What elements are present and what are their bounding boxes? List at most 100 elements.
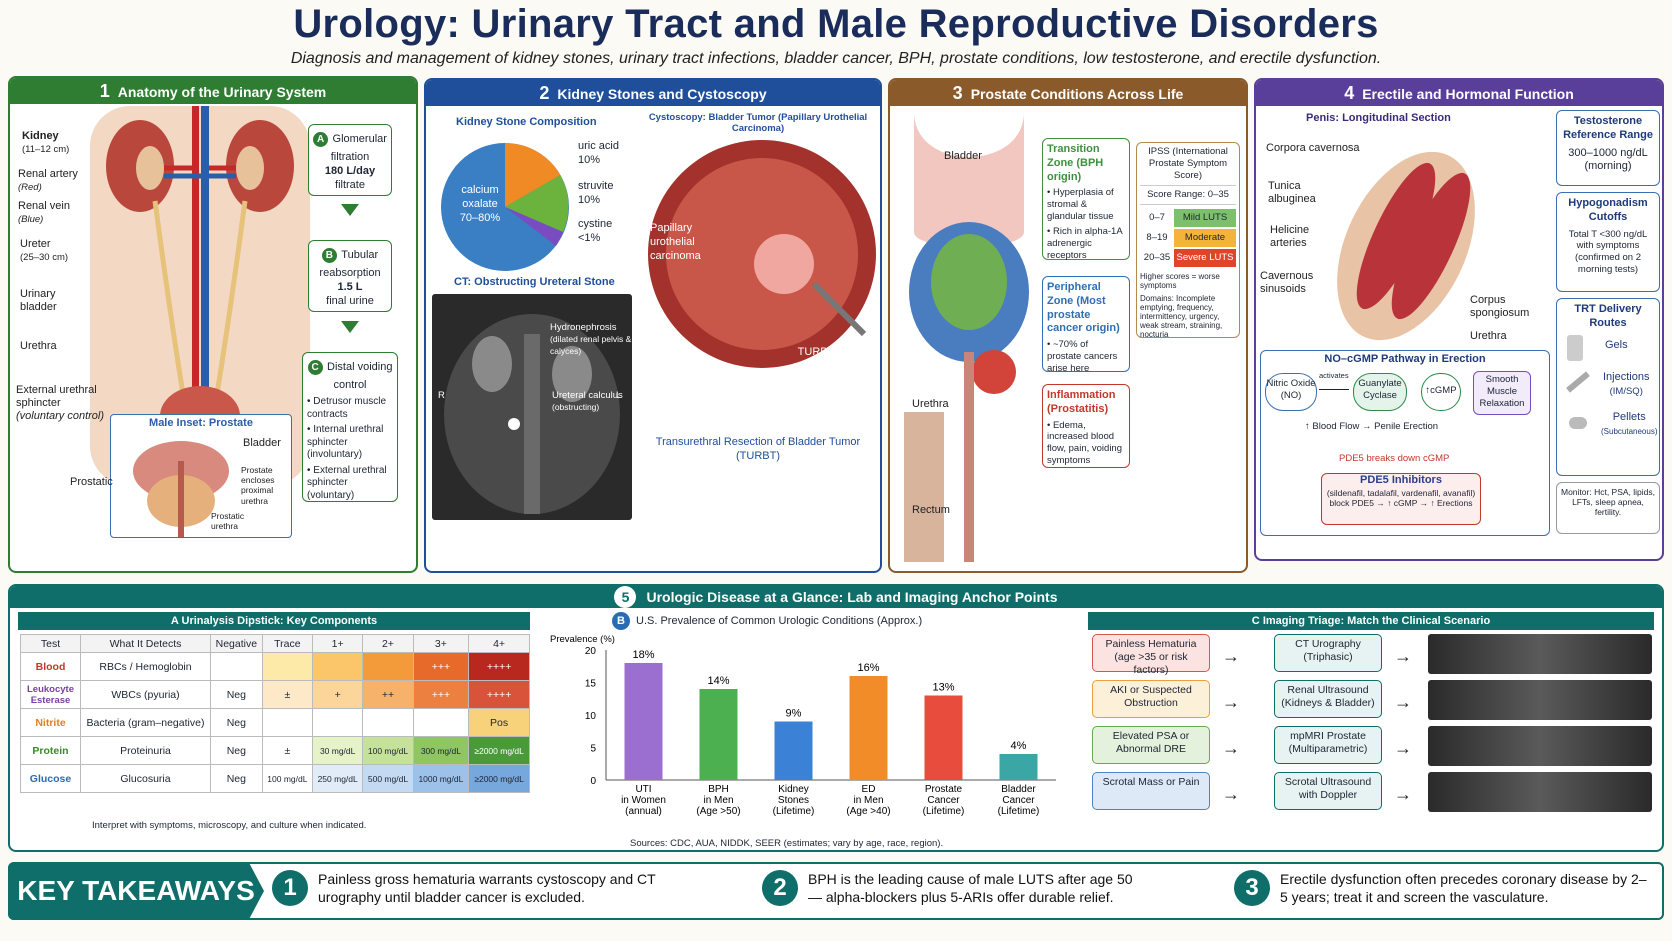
ct-image: Hydronephrosis (dilated renal pelvis & ca… xyxy=(432,294,632,520)
section-b-letter: B xyxy=(612,612,630,630)
panel-title: Erectile and Hormonal Function xyxy=(1362,86,1574,102)
label-bladder: Bladder xyxy=(944,150,982,162)
pie-label-cystine: cystine <1% xyxy=(578,218,613,244)
panel-title: Kidney Stones and Cystoscopy xyxy=(557,86,767,102)
label-blood-flow: ↑ Blood Flow → Penile Erection xyxy=(1305,421,1439,432)
label-sinusoids: Cavernous sinusoids xyxy=(1260,270,1314,296)
triage-scenario: Elevated PSA or Abnormal DRE xyxy=(1092,726,1210,764)
arrow-right-icon xyxy=(1319,389,1349,390)
step-a-letter: A xyxy=(313,132,329,147)
panel-title: Urologic Disease at a Glance: Lab and Im… xyxy=(646,589,1058,605)
label-kidney: Kidney (11–12 cm) xyxy=(22,130,70,156)
trt-monitor-note: Monitor: Hct, PSA, lipids, LFTs, sleep a… xyxy=(1556,482,1660,534)
prostate-illustration xyxy=(904,112,1029,562)
label-urethra: Urethra xyxy=(20,340,57,352)
label-spongiosum: Corpus spongiosum xyxy=(1470,294,1530,320)
pie-label-calcium-oxalate: calcium oxalate 70–80% xyxy=(459,184,501,224)
x-tick-label: ED in Men (Age >40) xyxy=(846,784,890,817)
table-row: Glucose Glucosuria Neg 100 mg/dL 250 mg/dL 50… xyxy=(20,764,530,793)
arrow-down-icon xyxy=(341,204,359,216)
cysto-label-loop: TURBT resection loop xyxy=(793,346,839,386)
pie-slice-uric-acid xyxy=(505,143,561,207)
label-external-sphincter: External urethral sphincter (voluntary co… xyxy=(16,384,105,423)
imaging-thumbnail xyxy=(1428,726,1652,766)
arrow-right-icon: → xyxy=(1222,646,1240,666)
step-a-filtration: A Glomerular filtration 180 L/day filtrate xyxy=(308,124,392,196)
panel-kidney-stones: 2 Kidney Stones and Cystoscopy Kidney Sto… xyxy=(424,78,882,573)
node-smooth-muscle: Smooth Muscle Relaxation xyxy=(1473,371,1531,415)
syringe-icon xyxy=(1566,371,1590,393)
takeaway-number: 2 xyxy=(762,870,798,906)
ct-label-calculus: Ureteral calculus (obstructing) xyxy=(552,390,623,412)
label-activates: activates xyxy=(1319,371,1349,380)
bar xyxy=(924,695,963,780)
urinary-anatomy-illustration xyxy=(90,106,310,486)
route-injections: Injections (IM/SQ) xyxy=(1603,371,1650,397)
pie-slice-cystine xyxy=(505,207,563,246)
page-subtitle: Diagnosis and management of kidney stone… xyxy=(290,50,1382,67)
data-label: 16% xyxy=(857,662,879,674)
penis-title: Penis: Longitudinal Section xyxy=(1306,112,1451,124)
panel-title: Anatomy of the Urinary System xyxy=(117,84,327,100)
chart-source: Sources: CDC, AUA, NIDDK, SEER (estimate… xyxy=(630,838,944,849)
triage-modality: mpMRI Prostate (Multiparametric) xyxy=(1274,726,1382,764)
panel-number: 5 xyxy=(614,586,637,608)
voiding-bullet: • External urethral sphincter (voluntary… xyxy=(307,464,387,501)
imaging-thumbnail xyxy=(1428,772,1652,812)
takeaway-number: 3 xyxy=(1234,870,1270,906)
table-row: Nitrite Bacteria (gram–negative) Neg Pos xyxy=(20,708,530,737)
panel-title: Prostate Conditions Across Life xyxy=(970,86,1184,102)
y-tick-label: 15 xyxy=(585,679,597,690)
data-label: 4% xyxy=(1011,740,1027,752)
ct-label-hydronephrosis: Hydronephrosis (dilated renal pelvis & ca… xyxy=(550,322,632,356)
imaging-thumbnail xyxy=(1428,634,1652,674)
prevalence-bar-chart: Prevalence (%) 0 5 10 15 20 18% UTI in Women (ann… xyxy=(550,634,1056,817)
arrow-right-icon: → xyxy=(1394,784,1412,804)
pie-title: Kidney Stone Composition xyxy=(456,116,597,128)
panel-anatomy: 1 Anatomy of the Urinary System Kidney (11… xyxy=(8,76,418,573)
pie-label-struvite: struvite 10% xyxy=(578,180,614,206)
label-urinary-bladder: Urinary bladder xyxy=(20,288,57,314)
ipss-card: IPSS (International Prostate Symptom Sco… xyxy=(1136,142,1240,339)
node-guanylate-cyclase: Guanylate Cyclase xyxy=(1353,373,1407,411)
y-tick-label: 5 xyxy=(590,744,596,755)
takeaway-text: BPH is the leading cause of male LUTS af… xyxy=(808,871,1133,906)
hypogonadism-card: Hypogonadism Cutoffs Total T <300 ng/dL … xyxy=(1556,192,1660,292)
page-title: Urology: Urinary Tract and Male Reproduc… xyxy=(293,2,1379,46)
route-pellets: Pellets (Subcutaneous) xyxy=(1601,411,1658,436)
data-label: 9% xyxy=(786,708,802,720)
node-nitric-oxide: Nitric Oxide (NO) xyxy=(1265,373,1317,411)
cysto-caption: Transurethral Resection of Bladder Tumor… xyxy=(655,436,861,462)
trt-routes-card: TRT Delivery Routes Gels Injections (IM/S… xyxy=(1556,298,1660,476)
label-ureter: Ureter (25–30 cm) xyxy=(20,238,69,264)
panel-number: 4 xyxy=(1344,83,1355,103)
arrow-right-icon: → xyxy=(1222,692,1240,712)
pie-label-uric-acid: uric acid 10% xyxy=(578,140,619,166)
ct-label-r: R xyxy=(438,390,445,401)
y-axis-label: Prevalence (%) xyxy=(550,634,615,645)
takeaway-text: Erectile dysfunction often precedes coro… xyxy=(1280,871,1647,906)
step-b-letter: B xyxy=(321,248,337,263)
label-helicine: Helicine arteries xyxy=(1270,224,1310,250)
no-cgmp-pathway: NO–cGMP Pathway in Erection Nitric Oxide… xyxy=(1260,350,1550,536)
x-tick-label: Kidney Stones (Lifetime) xyxy=(773,784,815,817)
route-gels: Gels xyxy=(1605,339,1628,351)
panel-number: 3 xyxy=(952,83,963,103)
node-cgmp: ↑cGMP xyxy=(1421,373,1461,411)
cysto-label-tumor: Papillary urothelial carcinoma xyxy=(650,222,701,262)
step-c-letter: C xyxy=(307,360,323,375)
triage-modality: Scrotal Ultrasound with Doppler xyxy=(1274,772,1382,810)
label-renal-artery: Renal artery (Red) xyxy=(18,168,78,194)
label-pde5-breaks: PDE5 breaks down cGMP xyxy=(1339,453,1450,464)
inset-label-encloses: Prostate encloses proximal urethra xyxy=(241,465,275,506)
y-tick-label: 10 xyxy=(585,711,597,722)
pellet-icon xyxy=(1569,417,1587,429)
label-urethra: Urethra xyxy=(912,398,949,410)
panel-number: 2 xyxy=(539,83,550,103)
data-label: 14% xyxy=(707,675,729,687)
dipstick-note: Interpret with symptoms, microscopy, and… xyxy=(92,820,367,831)
data-label: 13% xyxy=(932,682,954,694)
ipss-row-severe: 20–35 Severe LUTS xyxy=(1140,248,1236,268)
